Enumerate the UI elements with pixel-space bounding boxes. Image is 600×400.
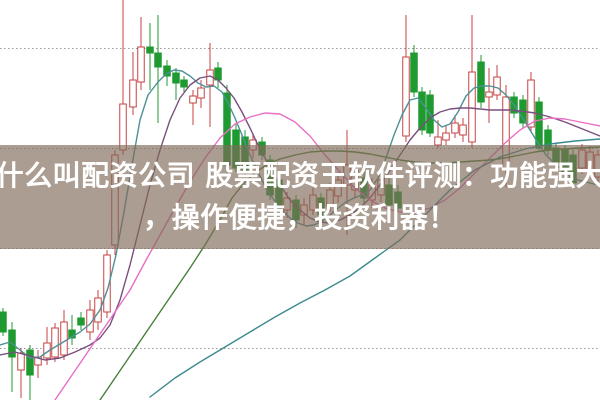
candle-up	[17, 352, 25, 371]
candle-up	[51, 327, 59, 358]
candle-up	[451, 122, 459, 134]
candle-up	[527, 79, 535, 128]
candle-down	[163, 65, 171, 77]
candle-down	[410, 52, 418, 93]
candle-down	[77, 317, 85, 326]
candle-down	[418, 91, 426, 131]
candle-down	[0, 311, 7, 333]
headline-line-1: 什么叫配资公司 股票配资王软件评测：功能强大	[0, 159, 600, 192]
candle-down	[172, 72, 180, 84]
candle-up	[493, 76, 501, 96]
candle-up	[197, 87, 205, 99]
candle-up	[434, 136, 442, 146]
candle-down	[180, 79, 188, 88]
candle-up	[442, 132, 450, 141]
candle-up	[137, 46, 145, 83]
candle-up	[459, 124, 467, 136]
candle-up	[189, 95, 197, 104]
candle-up	[129, 79, 137, 108]
candle-down	[26, 349, 34, 376]
candle-down	[68, 329, 76, 339]
candle-down	[154, 52, 162, 68]
headline-banner: 什么叫配资公司 股票配资王软件评测：功能强大 ，操作便捷，投资利器！	[0, 145, 600, 249]
candle-up	[485, 91, 493, 98]
candle-up	[103, 254, 111, 313]
candle-down	[477, 61, 485, 103]
candle-up	[468, 71, 476, 143]
headline-line-2: ，操作便捷，投资利器！	[143, 201, 457, 234]
candle-down	[146, 46, 154, 54]
candle-up	[60, 321, 68, 356]
candle-up	[86, 309, 94, 333]
candle-up	[119, 103, 127, 151]
candle-up	[94, 297, 102, 323]
candle-up	[402, 56, 410, 137]
